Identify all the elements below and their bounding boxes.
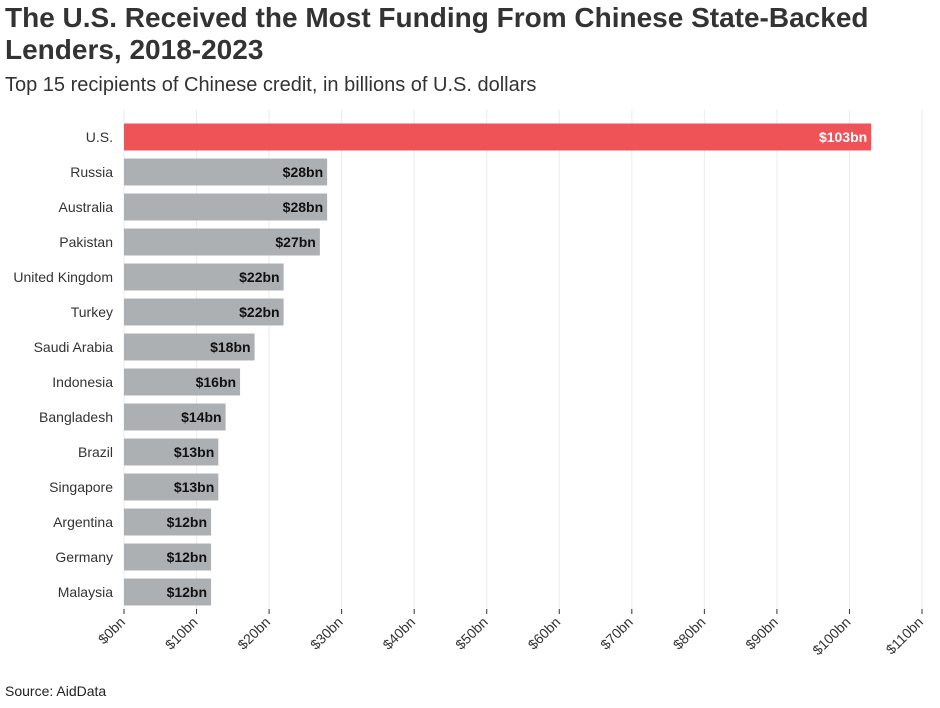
value-label: $16bn [196, 374, 236, 390]
value-label: $12bn [167, 584, 207, 600]
bar [124, 473, 219, 501]
tick-label: $90bn [742, 614, 781, 653]
tick-label: $60bn [525, 614, 564, 653]
category-label: United Kingdom [13, 269, 113, 285]
category-label: Malaysia [58, 584, 113, 600]
value-label: $12bn [167, 549, 207, 565]
value-label: $22bn [239, 269, 279, 285]
value-label: $28bn [283, 164, 323, 180]
category-label: U.S. [86, 129, 113, 145]
tick-label: $10bn [162, 614, 201, 653]
bar-chart: U.S. $103bn Russia $28bn Australia $28bn Pakis… [13, 110, 927, 658]
category-label: Argentina [53, 514, 113, 530]
source-note: Source: AidData [5, 683, 107, 699]
value-label: $13bn [174, 444, 214, 460]
chart-subtitle: Top 15 recipients of Chinese credit, in … [5, 74, 537, 96]
value-label: $14bn [181, 409, 221, 425]
category-label: Pakistan [59, 234, 113, 250]
tick-label: $100bn [809, 614, 853, 658]
value-label: $12bn [167, 514, 207, 530]
value-label: $103bn [819, 129, 867, 145]
bar [124, 123, 872, 151]
value-label: $22bn [239, 304, 279, 320]
tick-label: $40bn [379, 614, 418, 653]
category-label: Brazil [78, 444, 113, 460]
bar [124, 333, 255, 361]
bar [124, 298, 284, 326]
tick-label: $80bn [670, 614, 709, 653]
category-label: Australia [59, 199, 114, 215]
tick-label: $20bn [234, 614, 273, 653]
value-label: $13bn [174, 479, 214, 495]
bar [124, 158, 328, 186]
bar [124, 228, 320, 256]
tick-label: $50bn [452, 614, 491, 653]
bar [124, 438, 219, 466]
tick-label: $70bn [597, 614, 636, 653]
value-label: $28bn [283, 199, 323, 215]
bar [124, 578, 212, 606]
bar [124, 263, 284, 291]
category-label: Bangladesh [39, 409, 113, 425]
category-label: Singapore [49, 479, 113, 495]
tick-label: $0bn [95, 614, 128, 647]
category-label: Germany [55, 549, 113, 565]
bar [124, 368, 241, 396]
category-label: Indonesia [52, 374, 113, 390]
bar [124, 508, 212, 536]
chart-title: The U.S. Received the Most Funding From … [5, 2, 869, 65]
tick-label: $110bn [883, 614, 927, 658]
bar [124, 403, 226, 431]
category-label: Turkey [71, 304, 113, 320]
bar [124, 543, 212, 571]
value-label: $27bn [275, 234, 315, 250]
tick-label: $30bn [307, 614, 346, 653]
value-label: $18bn [210, 339, 250, 355]
category-label: Saudi Arabia [34, 339, 114, 355]
category-label: Russia [70, 164, 113, 180]
bar [124, 193, 328, 221]
